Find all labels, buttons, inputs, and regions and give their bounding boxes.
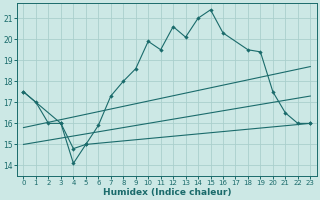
X-axis label: Humidex (Indice chaleur): Humidex (Indice chaleur) — [103, 188, 231, 197]
